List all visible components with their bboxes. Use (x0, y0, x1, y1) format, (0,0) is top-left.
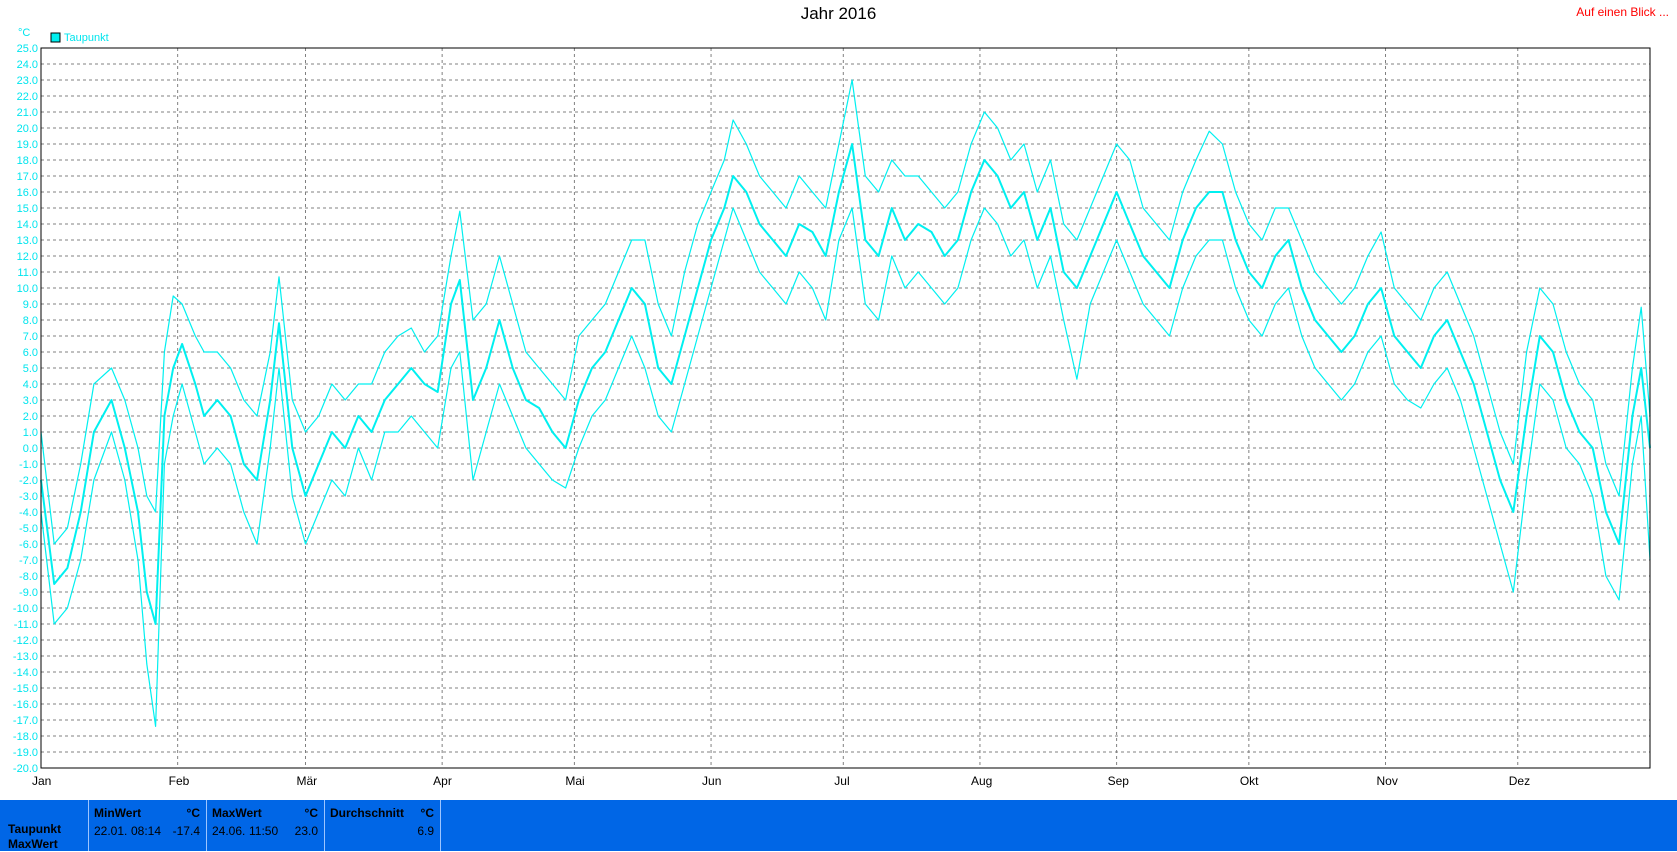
stats-row-labels: Taupunkt MaxWert (8, 822, 61, 852)
y-tick-label: -10.0 (13, 603, 38, 615)
x-tick-label: Jun (702, 774, 721, 788)
y-tick-label: 1.0 (23, 427, 38, 439)
series-line-1 (40, 143, 1651, 625)
y-tick-label: 24.0 (17, 59, 38, 71)
y-tick-label: 20.0 (17, 123, 38, 135)
series-line-3 (40, 207, 1651, 728)
legend-label: Taupunkt (64, 32, 109, 44)
stats-col-labels (0, 800, 89, 851)
y-tick-label: 3.0 (23, 395, 38, 407)
min-value: -17.4 (172, 824, 200, 838)
y-tick-label: 11.0 (17, 267, 38, 279)
grid (41, 48, 1650, 768)
y-tick-label: -3.0 (19, 491, 38, 503)
x-tick-label: Mai (565, 774, 584, 788)
y-tick-label: 9.0 (23, 299, 38, 311)
row-label-taupunkt: Taupunkt (8, 822, 62, 836)
legend-swatch (50, 32, 61, 43)
x-tick-label: Jul (834, 774, 849, 788)
stats-col-min: MinWert °C 22.01. 08:14 -17.4 (89, 800, 207, 851)
chart-title: Jahr 2016 (800, 4, 877, 23)
y-tick-label: -9.0 (19, 587, 38, 599)
min-unit: °C (186, 806, 200, 820)
stats-panel: Taupunkt MaxWert MinWert °C 22.01. 08:14… (0, 800, 1677, 851)
y-tick-label: 2.0 (23, 411, 38, 423)
x-tick-label: Sep (1108, 774, 1130, 788)
x-tick-label: Jan (32, 774, 51, 788)
max-date: 24.06. (212, 824, 246, 838)
avg-value: 6.9 (417, 824, 434, 838)
y-tick-label: 10.0 (17, 283, 38, 295)
y-tick-label: 0.0 (23, 443, 38, 455)
x-axis: Jan Feb Mär Apr Mai Jun Jul Aug Sep Okt Nov Dez (32, 774, 1530, 788)
chart: -20.0 -19.0 -18.0 -17.0 -16.0 -15.0 -14.0 -13.0… (13, 27, 1651, 788)
avg-unit: °C (420, 806, 434, 820)
stats-col-avg: Durchschnitt °C 6.9 (325, 800, 441, 851)
overview-link[interactable]: Auf einen Blick ... (1576, 5, 1669, 19)
y-tick-label: 22.0 (17, 91, 38, 103)
y-tick-label: 6.0 (23, 347, 38, 359)
y-tick-label: 13.0 (17, 235, 38, 247)
series-line-2 (40, 79, 1651, 545)
stats-col-max: MaxWert °C 24.06. 11:50 23.0 (207, 800, 325, 851)
y-tick-label: -2.0 (19, 475, 38, 487)
y-tick-label: -17.0 (13, 715, 38, 727)
y-tick-label: 8.0 (23, 315, 38, 327)
y-tick-label: -7.0 (19, 555, 38, 567)
plot-frame (40, 47, 1651, 769)
y-tick-label: 17.0 (17, 171, 38, 183)
series-lines (40, 79, 1651, 728)
max-header: MaxWert (212, 806, 262, 820)
y-tick-label: 25.0 (17, 43, 38, 55)
y-tick-label: -18.0 (13, 731, 38, 743)
x-tick-label: Dez (1509, 774, 1530, 788)
min-date: 22.01. (94, 824, 128, 838)
y-unit-label: °C (18, 27, 30, 39)
y-tick-label: 18.0 (17, 155, 38, 167)
y-tick-label: -13.0 (13, 651, 38, 663)
y-tick-label: 14.0 (17, 219, 38, 231)
y-tick-label: 4.0 (23, 379, 38, 391)
y-tick-label: -19.0 (13, 747, 38, 759)
x-tick-label: Apr (433, 774, 452, 788)
row-label-maxwert: MaxWert (8, 837, 58, 851)
x-tick-label: Mär (296, 774, 317, 788)
y-tick-label: -5.0 (19, 523, 38, 535)
y-tick-label: -1.0 (19, 459, 38, 471)
y-tick-label: -4.0 (19, 507, 38, 519)
x-tick-label: Aug (971, 774, 992, 788)
max-value: 23.0 (294, 824, 318, 838)
min-time: 08:14 (131, 824, 162, 838)
y-tick-label: -14.0 (13, 667, 38, 679)
y-tick-label: -12.0 (13, 635, 38, 647)
y-tick-label: 16.0 (17, 187, 38, 199)
avg-header: Durchschnitt (330, 806, 405, 820)
y-tick-label: 21.0 (17, 107, 38, 119)
y-tick-label: 5.0 (23, 363, 38, 375)
y-tick-label: -16.0 (13, 699, 38, 711)
y-tick-label: 12.0 (17, 251, 38, 263)
y-tick-label: 7.0 (23, 331, 38, 343)
min-header: MinWert (94, 806, 142, 820)
y-tick-label: -15.0 (13, 683, 38, 695)
x-tick-label: Nov (1377, 774, 1398, 788)
max-time: 11:50 (249, 824, 279, 838)
max-unit: °C (304, 806, 318, 820)
x-tick-label: Feb (169, 774, 190, 788)
y-tick-label: -11.0 (14, 619, 38, 631)
y-tick-label: -8.0 (19, 571, 38, 583)
y-tick-label: -6.0 (19, 539, 38, 551)
y-tick-label: 19.0 (17, 139, 38, 151)
y-axis: -20.0 -19.0 -18.0 -17.0 -16.0 -15.0 -14.0 -13.0… (13, 43, 38, 775)
x-tick-label: Okt (1240, 774, 1259, 788)
y-tick-label: 23.0 (17, 75, 38, 87)
y-tick-label: -20.0 (13, 763, 38, 775)
y-tick-label: 15.0 (17, 203, 38, 215)
